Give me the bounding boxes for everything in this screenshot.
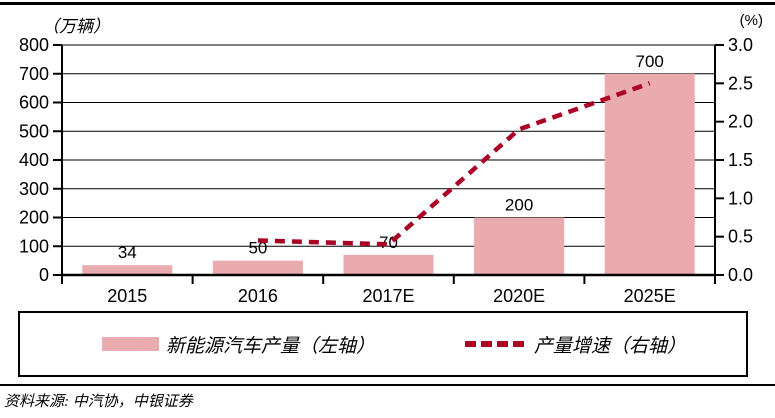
legend-box: 新能源汽车产量（左轴） 产量增速（右轴） bbox=[18, 311, 748, 377]
category-label: 2017E bbox=[362, 286, 414, 306]
left-axis-tick-label: 200 bbox=[19, 208, 49, 228]
right-axis-tick-label: 2.5 bbox=[728, 73, 753, 93]
right-axis-tick-label: 2.0 bbox=[728, 112, 753, 132]
right-axis-tick-label: 3.0 bbox=[728, 35, 753, 55]
bar-value-label: 50 bbox=[248, 239, 267, 258]
top-divider bbox=[0, 2, 775, 5]
left-axis-tick-label: 700 bbox=[19, 64, 49, 84]
bar-2016 bbox=[212, 260, 303, 275]
legend-line-label: 产量增速（右轴） bbox=[534, 335, 687, 357]
bar-swatch bbox=[102, 337, 159, 351]
bar-value-label: 700 bbox=[636, 52, 664, 71]
legend-item-growth: 产量增速（右轴） bbox=[465, 313, 686, 375]
bar-value-label: 200 bbox=[505, 196, 533, 215]
combo-chart: 0 100 200 300 400 500 600 700 800 0.0 0.5 1.0 1.5 2.0… bbox=[19, 35, 753, 306]
source-divider bbox=[0, 384, 775, 386]
right-axis-tick-label: 0.5 bbox=[728, 227, 753, 247]
dashed-line-swatch bbox=[465, 341, 527, 347]
left-axis-tick-label: 0 bbox=[39, 265, 49, 285]
category-label: 2016 bbox=[238, 286, 278, 306]
bar-value-label: 34 bbox=[118, 243, 137, 262]
category-label: 2015 bbox=[107, 286, 147, 306]
source-text: 资料来源: 中汽协，中银证券 bbox=[4, 394, 193, 410]
left-axis-tick-label: 800 bbox=[19, 35, 49, 55]
bar-2020E bbox=[474, 217, 565, 275]
legend-bar-label: 新能源汽车产量（左轴） bbox=[166, 335, 376, 357]
left-axis-tick-label: 500 bbox=[19, 121, 49, 141]
bar-2017E bbox=[343, 254, 434, 275]
left-axis-tick-label: 300 bbox=[19, 179, 49, 199]
category-label: 2020E bbox=[493, 286, 545, 306]
right-axis-tick-label: 0.0 bbox=[728, 265, 753, 285]
growth-dashed-line bbox=[257, 81, 651, 247]
left-axis-unit-label: （万辆） bbox=[42, 17, 110, 36]
category-label: 2025E bbox=[624, 286, 676, 306]
right-axis-unit-label: (%) bbox=[739, 12, 763, 29]
bar-2025E bbox=[604, 73, 695, 275]
bar-2015 bbox=[82, 265, 173, 275]
legend-item-production: 新能源汽车产量（左轴） bbox=[102, 313, 375, 375]
left-axis-tick-label: 400 bbox=[19, 150, 49, 170]
left-axis-tick-label: 100 bbox=[19, 236, 49, 256]
left-axis-tick-label: 600 bbox=[19, 93, 49, 113]
right-axis-tick-label: 1.5 bbox=[728, 150, 753, 170]
right-axis-tick-label: 1.0 bbox=[728, 188, 753, 208]
